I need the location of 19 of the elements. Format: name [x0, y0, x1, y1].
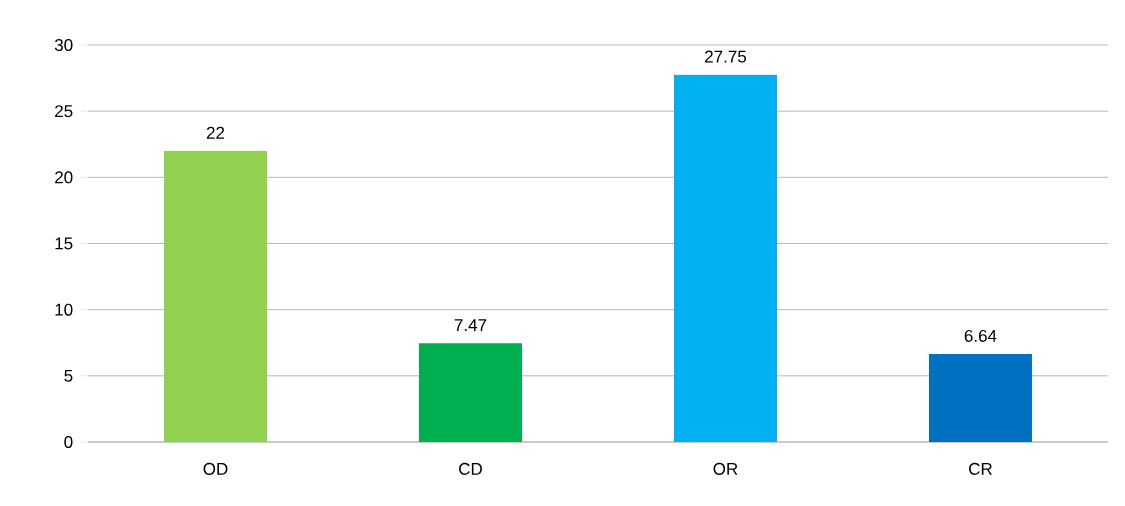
- y-tick-label: 15: [55, 237, 73, 250]
- y-tick-label: 5: [64, 369, 73, 382]
- bar: [673, 74, 777, 442]
- y-tick-label: 0: [64, 435, 73, 449]
- data-label: 22: [206, 126, 225, 139]
- data-label: 6.64: [964, 329, 997, 342]
- bar: [418, 343, 522, 442]
- bar: [928, 354, 1032, 442]
- x-tick-label: CR: [969, 462, 992, 475]
- data-label: 7.47: [454, 319, 487, 331]
- data-label: 27.75: [705, 50, 747, 63]
- x-tick-label: OR: [713, 462, 738, 475]
- x-tick-label: CD: [459, 462, 482, 475]
- y-tick-label: 10: [55, 303, 73, 316]
- y-tick-label: 30: [54, 38, 73, 52]
- y-tick-label: 20: [55, 171, 73, 184]
- bar: [164, 150, 268, 442]
- y-tick-label: 25: [55, 105, 73, 118]
- x-tick-label: OD: [203, 462, 228, 475]
